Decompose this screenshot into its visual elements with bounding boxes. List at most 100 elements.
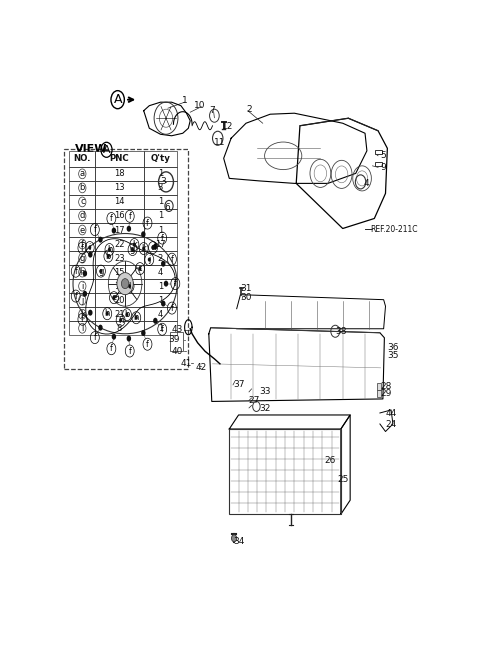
Text: f: f bbox=[128, 212, 131, 221]
Text: f: f bbox=[74, 267, 77, 276]
Text: f: f bbox=[170, 255, 173, 264]
Text: f: f bbox=[81, 243, 84, 253]
Text: 22: 22 bbox=[114, 240, 125, 249]
Bar bbox=[144, 265, 177, 279]
Bar bbox=[96, 279, 144, 293]
Text: 41: 41 bbox=[181, 359, 192, 368]
Text: k: k bbox=[132, 240, 137, 249]
Bar bbox=[69, 223, 96, 237]
Text: 4: 4 bbox=[158, 268, 163, 277]
Bar bbox=[69, 321, 96, 335]
Text: 1: 1 bbox=[158, 282, 163, 290]
Bar bbox=[144, 293, 177, 307]
Bar bbox=[375, 150, 382, 154]
Text: f: f bbox=[81, 315, 84, 324]
Circle shape bbox=[88, 245, 91, 249]
Circle shape bbox=[112, 228, 116, 234]
Text: 29: 29 bbox=[380, 389, 391, 398]
Bar bbox=[69, 181, 96, 195]
Bar bbox=[64, 149, 188, 369]
Circle shape bbox=[135, 316, 138, 320]
Circle shape bbox=[153, 318, 157, 324]
Bar bbox=[144, 167, 177, 181]
Bar bbox=[144, 195, 177, 209]
Circle shape bbox=[124, 282, 127, 286]
Text: g: g bbox=[80, 254, 85, 262]
Bar bbox=[144, 181, 177, 195]
Text: 23: 23 bbox=[114, 254, 125, 262]
Text: b: b bbox=[124, 311, 130, 319]
Text: 43: 43 bbox=[172, 326, 183, 334]
Text: a: a bbox=[80, 169, 85, 178]
Circle shape bbox=[108, 247, 111, 251]
Text: 7: 7 bbox=[210, 106, 216, 115]
Text: d: d bbox=[80, 212, 85, 221]
Circle shape bbox=[161, 260, 166, 267]
Text: c: c bbox=[80, 197, 84, 206]
Text: l: l bbox=[128, 282, 131, 290]
Text: b: b bbox=[80, 184, 85, 193]
Text: 14: 14 bbox=[114, 197, 125, 206]
Text: 1: 1 bbox=[158, 197, 163, 206]
Bar bbox=[144, 279, 177, 293]
Circle shape bbox=[164, 281, 168, 286]
Text: c: c bbox=[138, 264, 142, 273]
Bar bbox=[375, 162, 382, 166]
Text: 11: 11 bbox=[215, 138, 226, 146]
Text: A: A bbox=[103, 145, 110, 155]
Text: 13: 13 bbox=[114, 184, 125, 193]
Text: 37: 37 bbox=[233, 380, 244, 389]
Bar bbox=[69, 237, 96, 251]
Text: b: b bbox=[106, 251, 111, 260]
Text: 3: 3 bbox=[158, 184, 163, 193]
Text: f: f bbox=[128, 346, 131, 355]
Text: 9: 9 bbox=[380, 163, 385, 172]
Text: 26: 26 bbox=[324, 456, 336, 465]
Text: d: d bbox=[150, 243, 156, 252]
Bar bbox=[69, 307, 96, 321]
Circle shape bbox=[139, 267, 142, 271]
Circle shape bbox=[98, 325, 103, 331]
Circle shape bbox=[141, 330, 145, 336]
Text: 1: 1 bbox=[158, 324, 163, 333]
Circle shape bbox=[99, 269, 102, 273]
Text: 8: 8 bbox=[117, 324, 122, 333]
Bar bbox=[144, 237, 177, 251]
Text: 17: 17 bbox=[114, 225, 125, 234]
Text: f: f bbox=[94, 333, 96, 342]
Text: 2: 2 bbox=[246, 105, 252, 114]
Bar bbox=[96, 265, 144, 279]
Circle shape bbox=[141, 231, 145, 237]
Text: i: i bbox=[81, 282, 84, 290]
Bar bbox=[69, 151, 96, 167]
Text: k: k bbox=[80, 310, 85, 319]
Text: 44: 44 bbox=[385, 409, 397, 419]
Text: f: f bbox=[81, 240, 84, 249]
Text: 1: 1 bbox=[158, 296, 163, 305]
Text: 25: 25 bbox=[337, 475, 348, 484]
Text: 30: 30 bbox=[240, 293, 252, 302]
Bar bbox=[69, 265, 96, 279]
Text: 15: 15 bbox=[114, 268, 125, 277]
Bar bbox=[96, 209, 144, 223]
Circle shape bbox=[106, 312, 109, 316]
Bar bbox=[144, 223, 177, 237]
Bar bbox=[229, 429, 341, 514]
Text: 3: 3 bbox=[160, 177, 166, 186]
Text: 2: 2 bbox=[158, 254, 163, 262]
Text: 24: 24 bbox=[385, 421, 397, 430]
Text: h: h bbox=[118, 316, 123, 325]
Text: 27: 27 bbox=[248, 396, 259, 405]
Text: f: f bbox=[110, 214, 113, 223]
Text: h: h bbox=[107, 245, 112, 254]
Text: PNC: PNC bbox=[110, 154, 129, 163]
Circle shape bbox=[127, 226, 131, 232]
Text: e: e bbox=[111, 293, 117, 302]
Circle shape bbox=[107, 254, 110, 258]
Bar bbox=[69, 251, 96, 265]
Text: h: h bbox=[105, 309, 110, 318]
Circle shape bbox=[125, 312, 129, 317]
Bar bbox=[377, 383, 382, 390]
Text: 21: 21 bbox=[114, 310, 125, 319]
Circle shape bbox=[88, 310, 93, 316]
